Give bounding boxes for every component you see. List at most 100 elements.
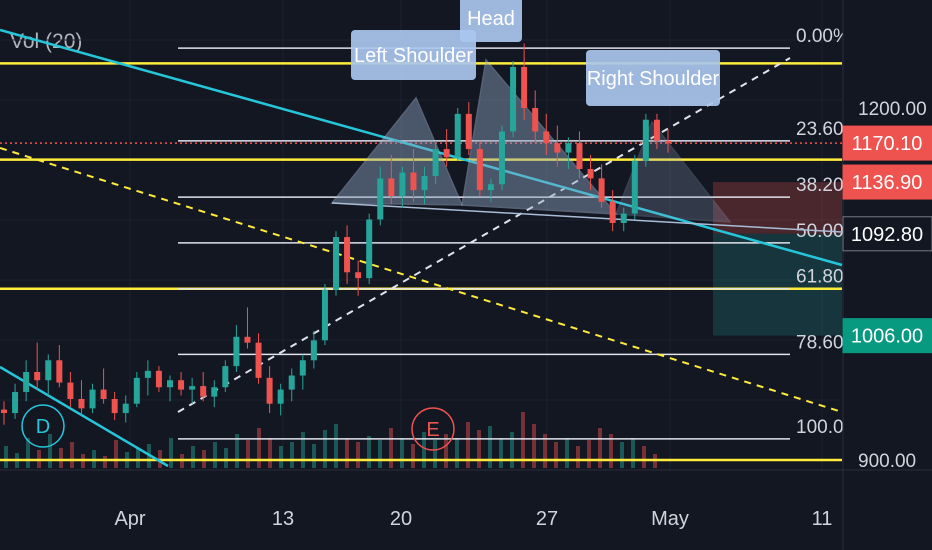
volume-bar <box>587 440 591 468</box>
candle-body <box>277 389 284 404</box>
take-profit-zone <box>713 233 842 336</box>
volume-bar <box>411 444 415 468</box>
volume-bar <box>620 442 624 468</box>
candle-body <box>310 340 317 361</box>
fibonacci-level-label: 0.00% <box>796 26 850 47</box>
candle-body <box>178 380 185 390</box>
volume-bar <box>631 438 635 468</box>
price-tick-label: 900.00 <box>858 451 916 472</box>
volume-bar <box>565 438 569 468</box>
candle-body <box>532 108 539 132</box>
pattern-callout-text: Right Shoulder <box>587 68 720 90</box>
candle-body <box>167 380 173 388</box>
candle-body <box>443 149 450 158</box>
volume-bar <box>367 436 371 468</box>
time-tick-label: 27 <box>536 508 558 530</box>
time-tick-label: May <box>651 508 689 530</box>
volume-bar <box>510 432 514 468</box>
time-tick-label: 13 <box>272 508 294 530</box>
volume-bar <box>334 424 338 468</box>
candle-body <box>665 140 671 144</box>
candle-body <box>565 143 572 153</box>
pattern-callout-box <box>460 0 522 42</box>
volume-bar <box>323 430 327 468</box>
candle-body <box>67 382 74 399</box>
volume-bar <box>400 438 404 468</box>
volume-bar <box>543 434 547 468</box>
price-label-box <box>842 164 932 200</box>
candle-body <box>587 169 594 179</box>
candle-body <box>122 403 129 414</box>
candle-body <box>222 366 229 388</box>
time-tick-label: Apr <box>114 508 145 530</box>
candle-body <box>410 172 417 191</box>
candle-body <box>266 377 273 404</box>
volume-bar <box>114 440 118 468</box>
volume-bar <box>59 448 63 468</box>
candle-body <box>598 178 605 202</box>
candle-body <box>399 172 406 196</box>
volume-bar <box>268 438 272 468</box>
volume-bar <box>521 412 525 468</box>
volume-bar <box>279 446 283 468</box>
candle-body <box>144 370 151 378</box>
volume-bar <box>444 434 448 468</box>
volume-bar <box>598 428 602 468</box>
volume-bar <box>191 446 195 468</box>
candle-body <box>609 201 616 223</box>
price-label-text: 1092.80 <box>851 224 923 246</box>
event-marker-letter: D <box>36 416 50 438</box>
volume-bar <box>169 438 173 468</box>
volume-bar <box>422 432 426 468</box>
candle-body <box>12 391 19 414</box>
volume-bar <box>554 442 558 468</box>
volume-bar <box>576 446 580 468</box>
candle-body <box>521 66 528 108</box>
candle-body <box>476 149 483 191</box>
candle-body <box>34 372 41 381</box>
candle-body <box>543 131 550 144</box>
candle-body <box>23 372 30 392</box>
volume-bar <box>455 438 459 468</box>
volume-bar <box>290 442 294 468</box>
candle-body <box>576 143 583 170</box>
volume-bar <box>345 438 349 468</box>
time-tick-label: 20 <box>390 508 412 530</box>
candle-body <box>255 342 262 378</box>
volume-bar <box>70 442 74 468</box>
event-marker-circle <box>411 407 455 451</box>
volume-bar <box>378 440 382 468</box>
candle-body <box>454 113 461 158</box>
candle-body <box>211 387 218 397</box>
volume-bar <box>246 440 250 468</box>
left-shoulder-shape <box>330 96 464 206</box>
volume-bar <box>103 456 107 468</box>
candle-body <box>233 336 240 367</box>
volume-bar <box>477 430 481 468</box>
volume-bar <box>257 428 261 468</box>
candle-body <box>111 398 118 414</box>
candle-body <box>288 375 295 390</box>
candle-body <box>133 377 140 404</box>
candle-body <box>299 360 306 376</box>
volume-bar <box>224 448 228 468</box>
candle-body <box>89 389 96 409</box>
candle-body <box>487 184 494 191</box>
volume-bar <box>433 440 437 468</box>
volume-bar <box>136 448 140 468</box>
price-label-box <box>842 125 932 161</box>
candle-body <box>388 178 395 196</box>
volume-bar <box>48 434 52 468</box>
event-marker-letter: E <box>426 419 439 441</box>
volume-bar <box>213 442 217 468</box>
volume-bar <box>466 422 470 468</box>
candle-body <box>344 237 351 273</box>
candle-body <box>631 160 638 214</box>
pattern-callout-box <box>351 30 476 80</box>
candle-body <box>56 360 63 383</box>
candle-body <box>366 219 373 279</box>
price-label-text: 1136.90 <box>852 172 923 194</box>
candle-body <box>377 178 384 220</box>
volume-bar <box>235 434 239 468</box>
